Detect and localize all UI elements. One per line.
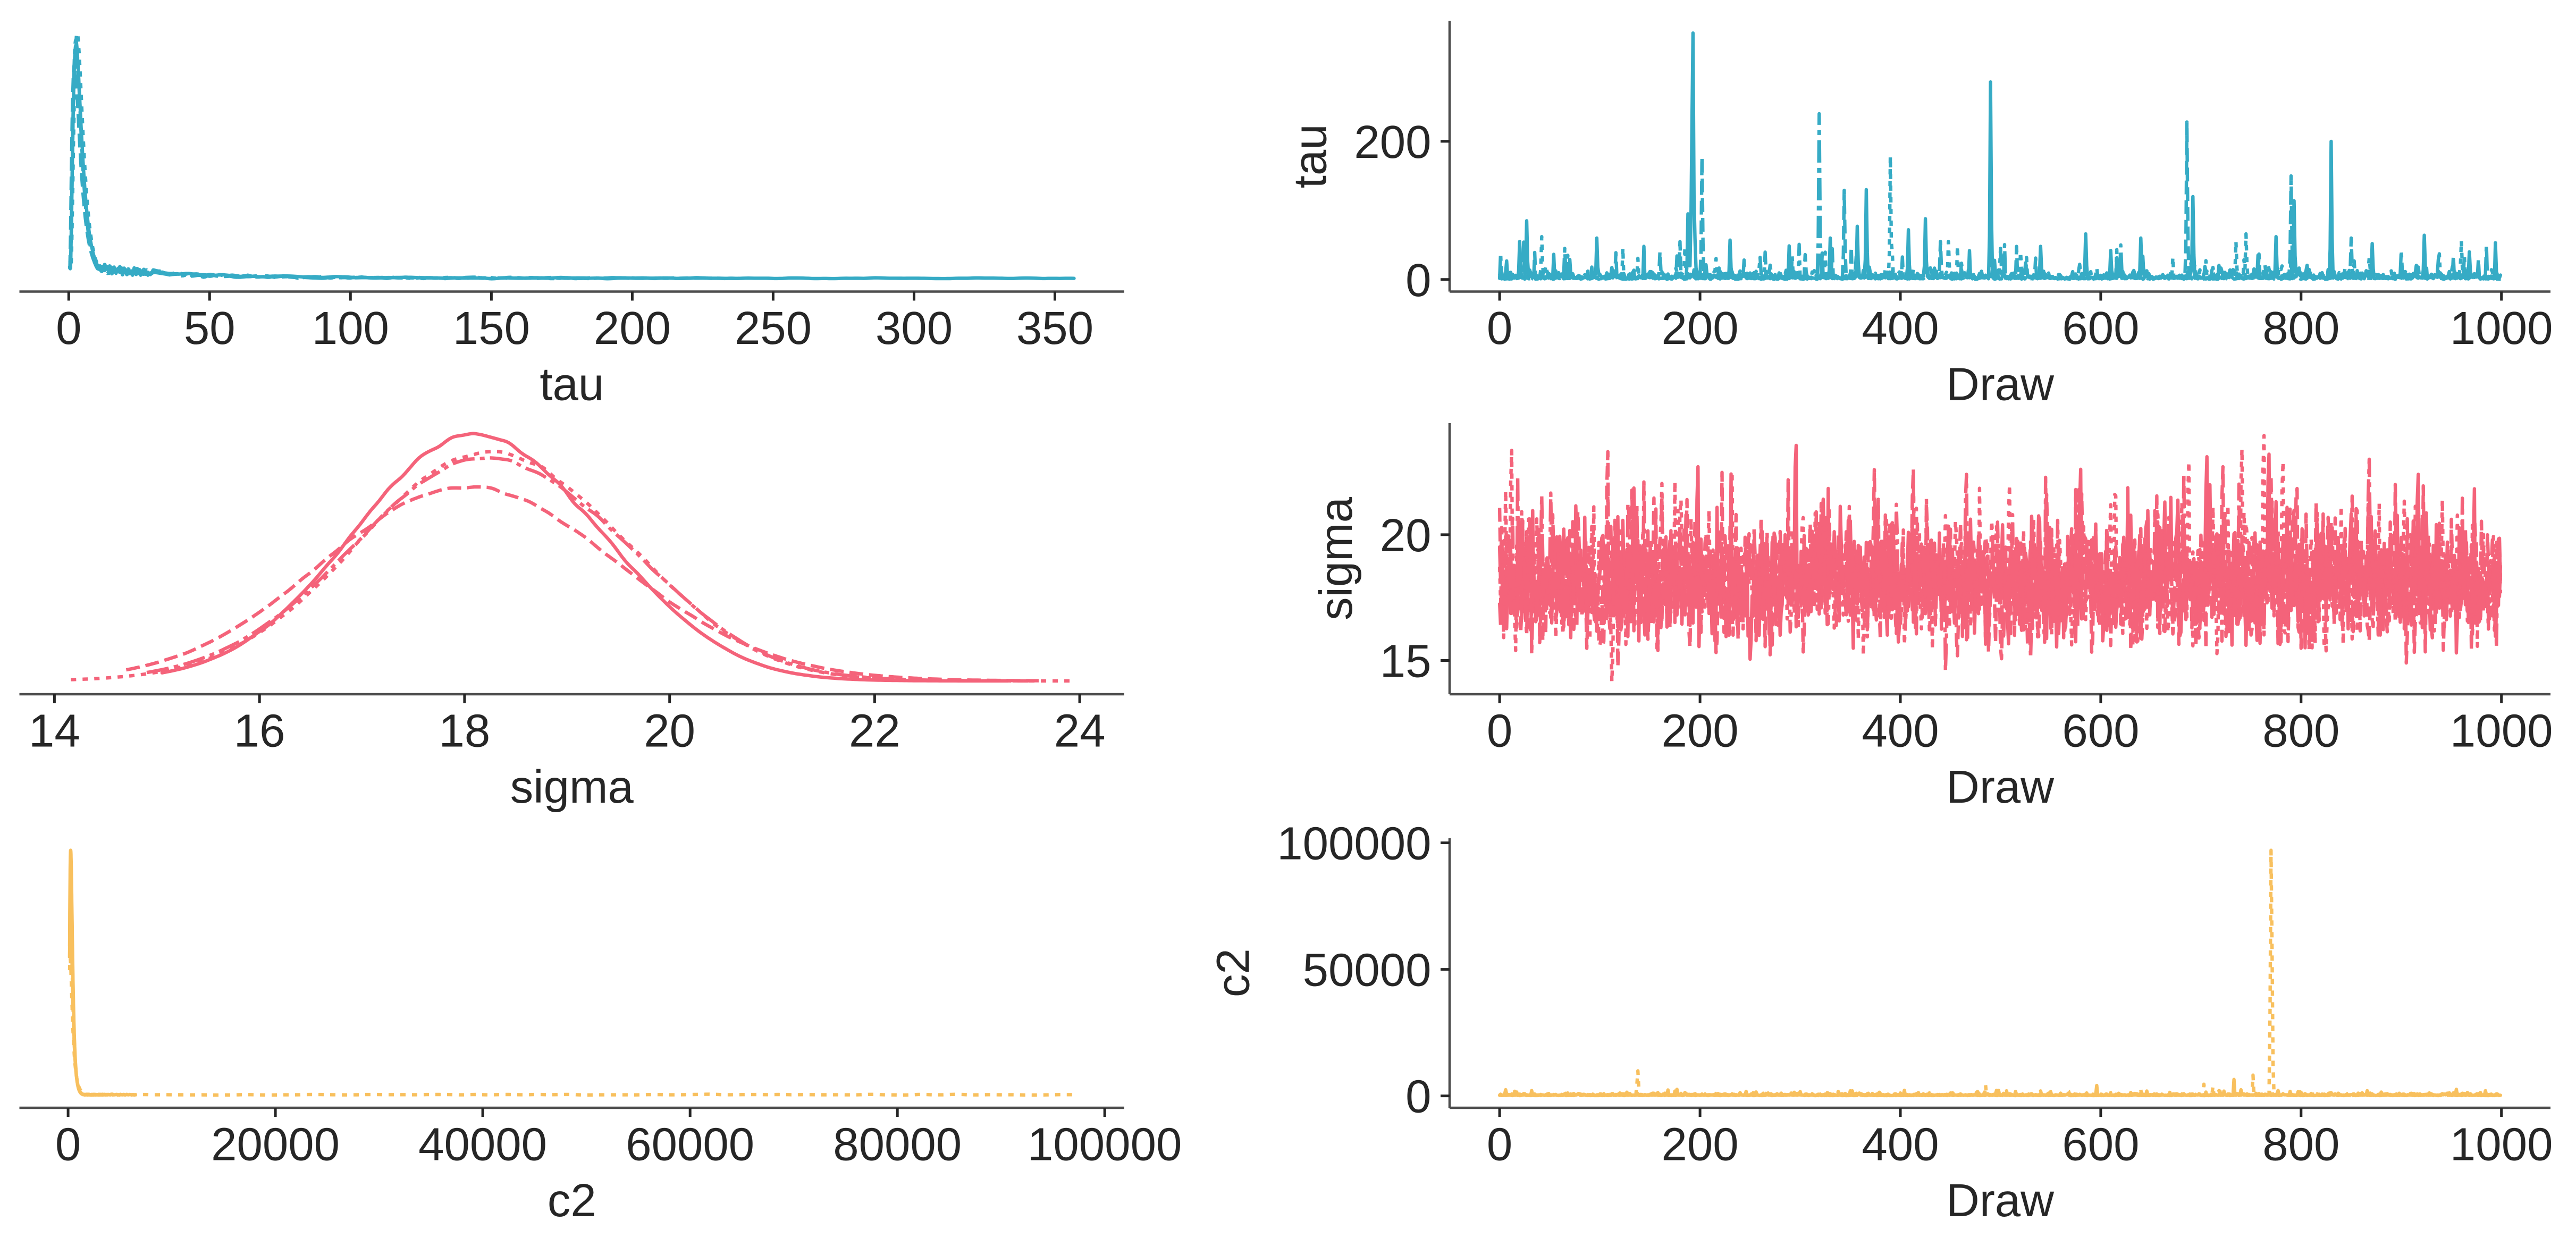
svg-text:18: 18 [439,705,491,757]
svg-text:100000: 100000 [1028,1119,1182,1171]
svg-text:40000: 40000 [418,1119,547,1171]
svg-text:200: 200 [1662,302,1739,354]
svg-text:0: 0 [1405,1071,1431,1123]
svg-text:Draw: Draw [1946,359,2055,410]
svg-text:16: 16 [234,705,285,757]
svg-text:1000: 1000 [2450,302,2553,354]
svg-text:24: 24 [1054,705,1106,757]
svg-text:c2: c2 [548,1175,596,1226]
svg-text:20000: 20000 [211,1119,340,1171]
svg-text:800: 800 [2262,705,2339,757]
svg-text:0: 0 [1487,705,1512,757]
svg-text:600: 600 [2062,302,2139,354]
svg-text:15: 15 [1380,636,1432,687]
svg-text:150: 150 [453,302,530,354]
svg-text:tau: tau [1284,124,1336,188]
svg-text:Draw: Draw [1946,1175,2055,1226]
svg-text:1000: 1000 [2450,705,2553,757]
svg-text:sigma: sigma [1310,496,1362,620]
svg-text:200: 200 [1354,116,1431,168]
svg-text:20: 20 [1380,510,1432,561]
svg-text:400: 400 [1862,705,1939,757]
svg-text:0: 0 [55,1119,81,1171]
svg-text:200: 200 [1662,1119,1739,1171]
svg-text:600: 600 [2062,1119,2139,1171]
svg-text:400: 400 [1862,1119,1939,1171]
svg-text:50: 50 [184,302,235,354]
svg-text:0: 0 [56,302,81,354]
svg-text:Draw: Draw [1946,761,2055,813]
svg-text:300: 300 [875,302,953,354]
svg-text:200: 200 [594,302,671,354]
svg-text:100000: 100000 [1277,818,1431,870]
svg-text:22: 22 [849,705,900,757]
svg-text:sigma: sigma [510,761,634,813]
svg-text:0: 0 [1487,302,1512,354]
svg-text:14: 14 [29,705,80,757]
svg-text:0: 0 [1405,255,1431,306]
svg-text:800: 800 [2262,1119,2339,1171]
svg-text:400: 400 [1862,302,1939,354]
svg-text:0: 0 [1487,1119,1512,1171]
svg-text:20: 20 [644,705,695,757]
svg-text:250: 250 [735,302,812,354]
svg-text:1000: 1000 [2450,1119,2553,1171]
svg-text:80000: 80000 [833,1119,962,1171]
svg-text:50000: 50000 [1303,945,1432,996]
svg-text:800: 800 [2262,302,2339,354]
svg-text:100: 100 [312,302,389,354]
svg-text:350: 350 [1016,302,1093,354]
svg-text:60000: 60000 [626,1119,754,1171]
svg-text:c2: c2 [1207,948,1259,997]
svg-text:tau: tau [540,359,604,410]
svg-text:600: 600 [2062,705,2139,757]
svg-text:200: 200 [1662,705,1739,757]
